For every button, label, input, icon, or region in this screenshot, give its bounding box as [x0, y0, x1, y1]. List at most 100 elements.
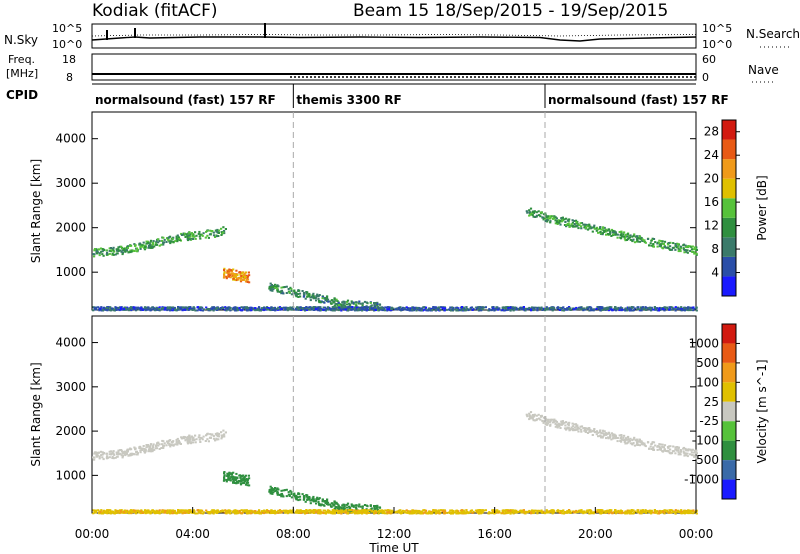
data-pixel	[627, 438, 630, 441]
data-pixel	[141, 245, 144, 248]
data-pixel	[539, 215, 542, 218]
data-pixel	[695, 512, 698, 515]
data-pixel	[232, 306, 236, 309]
data-pixel	[228, 268, 231, 271]
data-pixel	[191, 235, 194, 238]
data-pixel	[155, 308, 159, 311]
data-pixel	[329, 300, 332, 303]
data-pixel	[620, 434, 623, 436]
data-pixel	[626, 309, 629, 312]
data-pixel	[633, 241, 637, 244]
data-pixel	[326, 295, 329, 298]
data-pixel	[112, 253, 115, 256]
data-pixel	[662, 307, 665, 310]
data-pixel	[232, 308, 235, 310]
data-pixel	[93, 306, 96, 309]
data-pixel	[528, 306, 531, 309]
data-pixel	[120, 245, 123, 248]
data-pixel	[569, 309, 572, 311]
data-pixel	[245, 307, 248, 310]
data-pixel	[319, 306, 322, 309]
data-pixel	[551, 217, 554, 220]
data-pixel	[578, 306, 581, 309]
station-title: Kodiak (fitACF)	[92, 1, 218, 21]
data-pixel	[279, 308, 282, 311]
data-pixel	[554, 422, 557, 425]
data-pixel	[286, 307, 289, 310]
data-pixel	[222, 276, 226, 279]
data-pixel	[658, 445, 661, 448]
data-pixel	[179, 509, 182, 512]
data-pixel	[149, 308, 152, 311]
data-pixel	[627, 440, 630, 443]
data-pixel	[462, 306, 465, 309]
data-pixel	[359, 505, 362, 508]
data-pixel	[97, 248, 100, 251]
data-pixel	[269, 309, 272, 312]
data-pixel	[546, 308, 549, 311]
data-pixel	[335, 501, 338, 504]
data-pixel	[549, 423, 552, 426]
data-pixel	[190, 232, 193, 235]
data-pixel	[220, 431, 223, 434]
data-pixel	[337, 507, 341, 510]
data-pixel	[222, 226, 225, 229]
data-pixel	[196, 309, 199, 312]
data-pixel	[599, 434, 602, 437]
data-pixel	[134, 447, 137, 450]
data-pixel	[308, 496, 311, 498]
data-pixel	[580, 222, 584, 224]
data-pixel	[297, 293, 300, 296]
data-pixel	[674, 512, 677, 515]
data-pixel	[546, 307, 549, 310]
data-pixel	[683, 249, 686, 252]
data-pixel	[188, 437, 191, 440]
data-pixel	[495, 511, 498, 514]
data-pixel	[317, 295, 320, 298]
data-pixel	[379, 307, 382, 310]
data-pixel	[307, 509, 310, 512]
data-pixel	[187, 509, 190, 512]
data-pixel	[166, 510, 169, 512]
data-pixel	[142, 241, 145, 244]
data-pixel	[152, 308, 155, 311]
data-pixel	[208, 233, 212, 236]
data-pixel	[543, 309, 547, 312]
data-pixel	[133, 306, 136, 309]
data-pixel	[276, 492, 279, 495]
data-pixel	[445, 511, 448, 514]
data-pixel	[250, 309, 253, 312]
data-pixel	[623, 237, 626, 240]
colorbar-bin	[722, 362, 736, 383]
data-pixel	[553, 418, 556, 421]
data-pixel	[183, 509, 186, 512]
data-pixel	[158, 306, 161, 309]
data-pixel	[149, 444, 152, 447]
data-pixel	[549, 424, 552, 427]
data-pixel	[612, 233, 615, 236]
data-pixel	[186, 237, 189, 240]
data-pixel	[359, 510, 362, 513]
n-sky-trace	[91, 36, 697, 42]
data-pixel	[586, 428, 589, 431]
data-pixel	[662, 510, 665, 513]
data-pixel	[610, 511, 613, 514]
data-pixel	[659, 244, 663, 247]
data-pixel	[115, 309, 118, 311]
data-pixel	[694, 248, 697, 251]
data-pixel	[106, 309, 109, 312]
data-pixel	[378, 308, 381, 311]
data-pixel	[610, 438, 613, 441]
data-pixel	[192, 238, 195, 240]
data-pixel	[392, 510, 395, 513]
data-pixel	[217, 432, 221, 435]
data-pixel	[271, 309, 274, 311]
data-pixel	[586, 510, 589, 513]
data-pixel	[270, 307, 273, 310]
data-pixel	[216, 435, 219, 437]
data-pixel	[656, 245, 659, 248]
data-pixel	[102, 254, 105, 257]
data-pixel	[139, 451, 142, 454]
data-pixel	[132, 308, 135, 311]
data-pixel	[346, 502, 350, 505]
